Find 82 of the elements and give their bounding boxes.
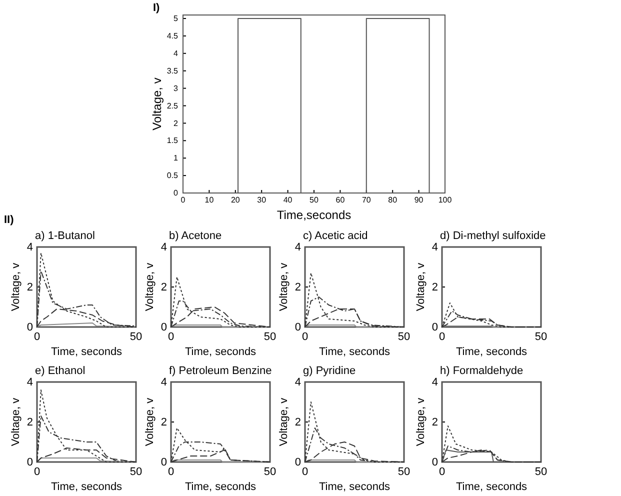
y-tick-label: 4 (26, 376, 33, 389)
text: II) (4, 214, 14, 226)
y-tick-label: 0 (26, 456, 33, 469)
y-axis-title: Voltage, v (278, 397, 290, 446)
chart-title: e) Ethanol (35, 365, 86, 377)
x-tick-label: 50 (264, 330, 276, 343)
y-tick-label: 2 (294, 416, 301, 429)
y-tick-label: 2 (26, 416, 33, 429)
chart-title: f) Petroleum Benzine (169, 365, 272, 377)
x-tick-label: 40 (283, 195, 293, 204)
y-tick-label: 2.5 (166, 101, 179, 110)
chart-title: h) Formaldehyde (440, 365, 524, 377)
x-tick-label: 60 (336, 195, 346, 204)
x-tick-label: 100 (438, 195, 452, 204)
chart-title: a) 1-Butanol (35, 230, 95, 242)
y-tick-label: 5 (174, 14, 179, 24)
x-tick-label: 50 (398, 466, 410, 478)
y-axis-title: Voltage, v (278, 262, 290, 312)
y-axis-title: Voltage, v (10, 262, 22, 312)
y-tick-label: 4 (26, 242, 33, 254)
x-tick-label: 50 (310, 195, 319, 204)
x-tick-label: 90 (414, 195, 424, 204)
x-tick-label: 30 (257, 195, 267, 204)
x-axis-title: Time, seconds (318, 346, 391, 358)
text: I) (153, 2, 160, 14)
y-tick-label: 0 (26, 322, 33, 334)
x-axis-title: Time,seconds (276, 208, 352, 222)
x-axis-title: Time, seconds (456, 481, 528, 493)
y-tick-label: 2 (432, 282, 438, 294)
y-tick-label: 4 (174, 48, 179, 58)
y-tick-label: 4.5 (166, 32, 179, 40)
x-axis-title: Time, seconds (50, 481, 123, 493)
y-tick-label: 0 (294, 456, 301, 469)
y-tick-label: 0 (432, 322, 438, 334)
y-axis-title: Voltage, v (415, 397, 427, 446)
x-tick-label: 50 (534, 330, 548, 343)
x-tick-label: 0 (180, 195, 186, 204)
y-tick-label: 0 (432, 456, 438, 469)
y-tick-label: 3 (174, 84, 179, 93)
y-tick-label: 0.5 (166, 171, 179, 180)
y-axis-title: Voltage, v (10, 397, 22, 446)
x-tick-label: 10 (204, 195, 214, 204)
y-axis-title: Voltage, v (144, 262, 156, 312)
y-tick-label: 4 (294, 376, 301, 389)
x-tick-label: 80 (388, 195, 398, 204)
chart-title: d) Di-methyl sulfoxide (440, 230, 546, 242)
y-tick-label: 4 (432, 242, 438, 254)
x-tick-label: 50 (534, 466, 548, 478)
y-tick-label: 2 (160, 282, 167, 294)
y-tick-label: 0 (174, 188, 179, 198)
y-tick-label: 2 (26, 282, 33, 294)
x-axis-title: Time, seconds (318, 481, 391, 493)
y-tick-label: 1.5 (166, 136, 179, 146)
x-axis-title: Time, seconds (50, 346, 123, 358)
y-tick-label: 2 (160, 416, 167, 429)
x-tick-label: 50 (264, 466, 276, 478)
x-tick-label: 20 (230, 195, 240, 204)
x-tick-label: 70 (362, 195, 372, 204)
y-tick-label: 2 (174, 118, 179, 128)
x-tick-label: 50 (398, 330, 410, 343)
x-axis-title: Time, seconds (456, 346, 528, 358)
x-axis-title: Time, seconds (184, 346, 257, 358)
chart-title: c) Acetic acid (303, 230, 368, 242)
chart-title: b) Acetone (169, 230, 222, 242)
y-tick-label: 2 (432, 416, 438, 429)
y-tick-label: 4 (160, 376, 167, 389)
x-tick-label: 50 (130, 330, 142, 343)
y-tick-label: 4 (160, 242, 167, 254)
chart-title: g) Pyridine (303, 365, 356, 377)
y-axis-title: Voltage, v (415, 262, 427, 312)
x-axis-title: Time, seconds (184, 481, 257, 493)
y-tick-label: 3.5 (166, 66, 179, 76)
y-tick-label: 2 (294, 282, 301, 294)
x-tick-label: 50 (130, 466, 142, 478)
y-tick-label: 0 (160, 322, 167, 334)
y-tick-label: 0 (160, 456, 167, 469)
y-tick-label: 4 (432, 376, 438, 389)
y-tick-label: 1 (174, 154, 179, 163)
y-axis-title: Voltage, v (150, 78, 164, 130)
y-tick-label: 4 (294, 242, 301, 254)
y-tick-label: 0 (294, 322, 301, 334)
y-axis-title: Voltage, v (144, 397, 156, 446)
